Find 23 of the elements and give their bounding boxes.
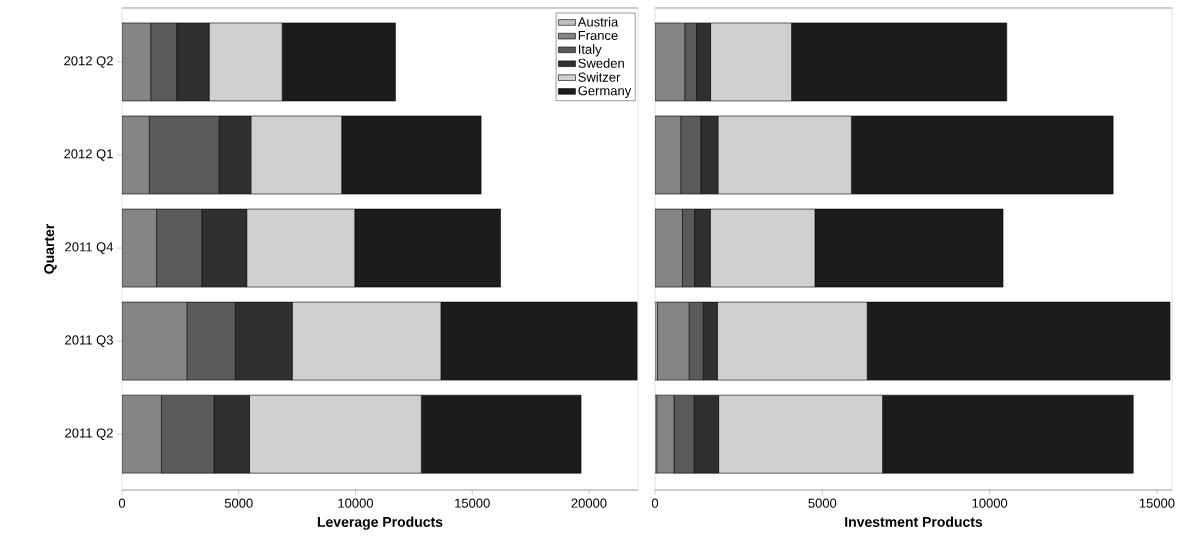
y-tick-label: 2012 Q1: [64, 149, 113, 161]
y-tick-label: 2012 Q2: [64, 56, 113, 68]
x-tick-label: 10000: [338, 498, 374, 508]
legend-label: France: [578, 30, 618, 40]
x-tick-label: 5000: [808, 498, 837, 508]
x-tick-label: 15000: [1139, 498, 1175, 508]
legend-label: Austria: [577, 17, 619, 27]
x-tick-label: 10000: [972, 498, 1008, 508]
x-axis-title: Leverage Products: [317, 516, 443, 530]
legend-label: Switzer: [578, 72, 621, 82]
legend-label: Germany: [578, 86, 632, 98]
y-tick-label: 2011 Q4: [65, 242, 114, 254]
x-tick-label: 0: [651, 498, 659, 508]
y-axis-title: Quarter: [44, 223, 57, 274]
x-axis-title: Investment Products: [845, 516, 983, 527]
legend-label: Sweden: [578, 58, 624, 68]
x-tick-label: 20000: [571, 498, 607, 508]
x-tick-label: 15000: [455, 498, 490, 508]
y-tick-label: 2011 Q3: [65, 335, 113, 347]
x-tick-label: 5000: [224, 498, 253, 508]
x-tick-label: 0: [118, 498, 126, 508]
y-tick-label: 2011 Q2: [65, 428, 113, 440]
legend-label: Italy: [578, 44, 602, 57]
